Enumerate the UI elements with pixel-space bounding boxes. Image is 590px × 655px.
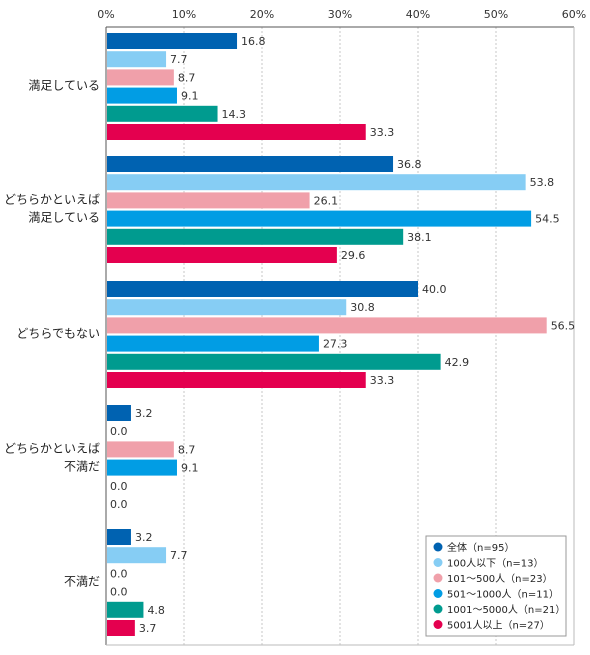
- bar: [107, 51, 167, 68]
- legend-label: 1001～5000人（n=21）: [447, 604, 565, 616]
- bar: [107, 247, 337, 263]
- data-label: 27.3: [323, 338, 348, 351]
- data-label: 0.0: [110, 498, 128, 511]
- data-label: 0.0: [110, 425, 128, 438]
- x-tick-label: 60%: [562, 8, 586, 21]
- bar: [107, 317, 547, 334]
- legend-label: 501～1000人（n=11）: [447, 589, 559, 601]
- bar: [107, 353, 441, 370]
- bar: [107, 33, 238, 49]
- data-label: 53.8: [530, 176, 555, 189]
- data-label: 0.0: [110, 567, 128, 580]
- data-label: 36.8: [397, 158, 422, 171]
- bar: [107, 69, 174, 86]
- x-tick-label: 0%: [97, 8, 114, 21]
- x-tick-label: 40%: [406, 8, 430, 21]
- data-label: 56.5: [551, 319, 576, 332]
- category-label: 不満だ: [64, 460, 100, 474]
- bar: [107, 620, 135, 636]
- data-label: 14.3: [222, 108, 247, 121]
- legend-label: 全体（n=95）: [447, 541, 514, 554]
- bar: [107, 105, 218, 122]
- bar: [107, 192, 310, 209]
- data-label: 29.6: [341, 249, 366, 262]
- x-tick-label: 10%: [172, 8, 196, 21]
- data-label: 9.1: [181, 90, 199, 103]
- bar: [107, 405, 131, 421]
- category-label: 満足している: [28, 79, 100, 93]
- data-label: 0.0: [110, 480, 128, 493]
- category-label: どちらでもない: [16, 327, 100, 341]
- data-label: 38.1: [407, 231, 432, 244]
- legend-marker: [433, 604, 443, 614]
- data-label: 3.2: [135, 407, 153, 420]
- data-label: 42.9: [445, 356, 470, 369]
- category-label: 不満だ: [64, 575, 100, 589]
- bar: [107, 335, 319, 352]
- legend-marker: [433, 573, 443, 583]
- legend-label: 101～500人（n=23）: [447, 573, 553, 585]
- data-label: 7.7: [170, 549, 188, 562]
- bar: [107, 529, 131, 545]
- bar: [107, 124, 366, 140]
- bar: [107, 459, 177, 476]
- data-label: 33.3: [370, 126, 395, 139]
- data-label: 16.8: [241, 35, 265, 48]
- bar: [107, 441, 174, 458]
- data-label: 26.1: [314, 194, 339, 207]
- data-label: 7.7: [170, 53, 188, 66]
- data-label: 30.8: [350, 301, 375, 314]
- bar: [107, 156, 394, 172]
- bar: [107, 174, 526, 191]
- bar: [107, 281, 418, 297]
- x-tick-label: 50%: [484, 8, 508, 21]
- legend-marker: [433, 620, 443, 629]
- category-label: どちらかといえば: [4, 193, 100, 207]
- data-label: 9.1: [181, 462, 199, 475]
- bar: [107, 210, 532, 227]
- data-label: 8.7: [178, 71, 196, 84]
- data-label: 8.7: [178, 443, 196, 456]
- data-label: 54.5: [535, 213, 560, 226]
- category-label: どちらかといえば: [4, 442, 100, 456]
- bar: [107, 547, 167, 564]
- legend-marker: [433, 589, 443, 598]
- data-label: 33.3: [370, 374, 395, 387]
- data-label: 4.8: [147, 604, 165, 617]
- legend-label: 5001人以上（n=27）: [447, 620, 550, 632]
- bar: [107, 601, 144, 618]
- category-label: 満足している: [28, 211, 100, 225]
- legend-box: [425, 535, 567, 637]
- x-tick-label: 30%: [328, 8, 352, 21]
- legend-label: 100人以下（n=13）: [447, 558, 544, 570]
- data-label: 3.7: [139, 622, 157, 635]
- bar: [107, 372, 366, 388]
- legend-marker: [433, 542, 443, 552]
- bar: [107, 228, 404, 245]
- data-label: 0.0: [110, 586, 128, 599]
- x-tick-label: 20%: [250, 8, 274, 21]
- data-label: 40.0: [422, 283, 447, 296]
- bar: [107, 87, 177, 104]
- bar: [107, 299, 347, 316]
- data-label: 3.2: [135, 531, 153, 544]
- legend-marker: [433, 558, 443, 567]
